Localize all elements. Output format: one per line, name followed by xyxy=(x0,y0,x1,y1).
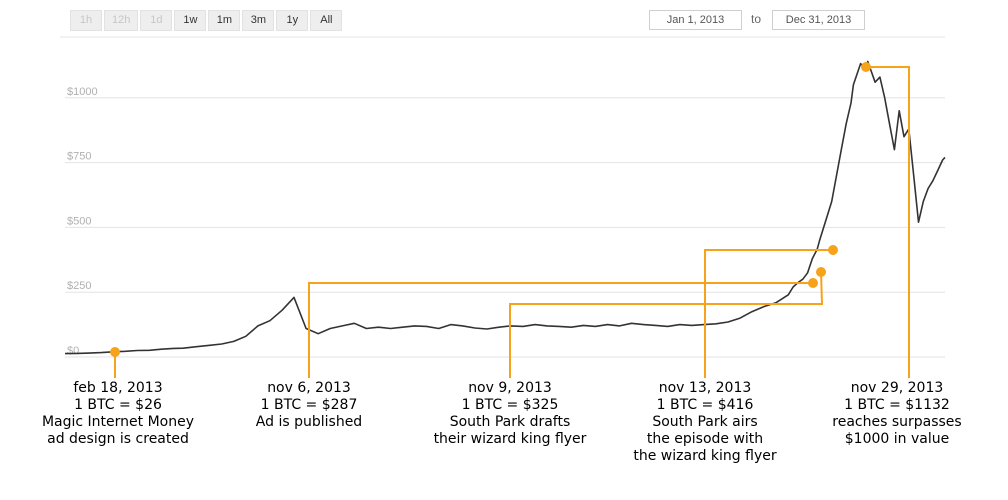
annotation-line: nov 9, 2013 xyxy=(468,380,552,396)
range-button-1m[interactable]: 1m xyxy=(208,10,241,31)
annotation-leader-line xyxy=(866,66,910,378)
annotation-line: 1 BTC = $416 xyxy=(656,397,754,413)
y-tick-label: $500 xyxy=(67,215,91,227)
annotation-leader-line xyxy=(509,271,824,378)
annotation-line: the wizard king flyer xyxy=(633,448,777,464)
annotation-line: South Park drafts xyxy=(449,414,571,430)
annotation-line: their wizard king flyer xyxy=(433,431,587,447)
annotation-line: nov 29, 2013 xyxy=(850,380,944,396)
date-to-input[interactable]: Dec 31, 2013 xyxy=(772,10,865,30)
annotation-line: reaches surpasses xyxy=(832,414,962,430)
y-tick-label: $250 xyxy=(67,280,91,292)
annotation-line: 1 BTC = $287 xyxy=(260,397,358,413)
annotation-caption: nov 9, 2013 1 BTC = $325 South Park drafts… xyxy=(410,380,610,448)
annotation-line: 1 BTC = $26 xyxy=(74,397,162,413)
date-from-input[interactable]: Jan 1, 2013 xyxy=(649,10,742,30)
range-button-1w[interactable]: 1w xyxy=(174,10,207,31)
annotation-marker xyxy=(828,245,838,255)
annotation-marker xyxy=(861,62,871,72)
annotation-caption: nov 29, 2013 1 BTC = $1132 reaches surpass… xyxy=(797,380,997,448)
range-button-1h[interactable]: 1h xyxy=(70,10,102,31)
annotation-line: the episode with xyxy=(646,431,764,447)
annotation-line: ad design is created xyxy=(47,431,189,447)
annotation-line: Magic Internet Money xyxy=(41,414,195,430)
range-button-all[interactable]: All xyxy=(310,10,343,31)
annotation-line: South Park airs xyxy=(652,414,758,430)
range-button-1d[interactable]: 1d xyxy=(140,10,173,31)
annotation-line: 1 BTC = $1132 xyxy=(844,397,950,413)
annotation-line: $1000 in value xyxy=(844,431,950,447)
annotation-caption: feb 18, 2013 1 BTC = $26 Magic Internet Mo… xyxy=(18,380,218,448)
range-button-12h[interactable]: 12h xyxy=(104,10,139,31)
to-label: to xyxy=(751,12,762,26)
annotation-marker xyxy=(808,278,818,288)
annotation-marker xyxy=(110,347,120,357)
annotation-caption: nov 13, 2013 1 BTC = $416 South Park airs t… xyxy=(605,380,805,465)
annotation-leader-line xyxy=(308,282,813,378)
annotation-leader-line xyxy=(704,249,833,378)
zoom-range-buttons: 1h 12h 1d 1w 1m 3m 1y All xyxy=(70,10,343,31)
annotation-line: nov 13, 2013 xyxy=(658,380,752,396)
annotation-caption: nov 6, 2013 1 BTC = $287 Ad is published xyxy=(209,380,409,431)
range-button-1y[interactable]: 1y xyxy=(276,10,309,31)
range-button-3m[interactable]: 3m xyxy=(242,10,275,31)
y-tick-label: $0 xyxy=(67,345,79,357)
y-tick-label: $750 xyxy=(67,151,91,163)
annotation-marker xyxy=(816,267,826,277)
annotation-line: 1 BTC = $325 xyxy=(461,397,559,413)
y-tick-label: $1000 xyxy=(67,86,98,98)
price-line xyxy=(64,60,946,355)
annotation-line: Ad is published xyxy=(255,414,363,430)
annotation-line: feb 18, 2013 xyxy=(73,380,163,396)
annotation-line: nov 6, 2013 xyxy=(267,380,351,396)
